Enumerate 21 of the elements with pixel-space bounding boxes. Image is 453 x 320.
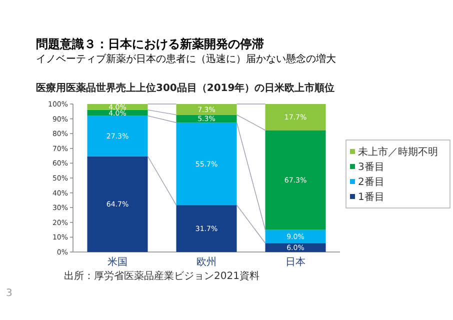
legend-label: 3番目 [358,161,384,173]
bar [265,230,326,244]
bar [265,104,326,130]
bar [87,116,148,156]
text: 3 [6,288,12,299]
bar [176,104,237,115]
chart-title: 問題意識３：日本における新薬開発の停滞 [36,37,264,51]
bar [176,122,237,206]
x-tick-label: 日本 [286,256,306,268]
x-tick-label: 欧州 [196,256,216,268]
legend-label: 未上市／時期不明 [358,146,438,158]
x-axis-title: 医療用医薬品世界売上上位300品目（2019年）の日米欧上市順位 [36,82,335,94]
legend-label: 2番目 [358,176,384,188]
bar [265,130,326,230]
legend-label: 1番目 [358,191,384,203]
bar [176,205,237,252]
text: 出所：厚労省医薬品産業ビジョン2021資料 [64,270,260,282]
chart-subtitle: イノベーティブ新薬が日本の患者に（迅速に）届かない懸念の増大 [36,53,336,65]
bar [87,156,148,252]
x-tick-label: 米国 [108,256,128,268]
bar [265,243,326,252]
